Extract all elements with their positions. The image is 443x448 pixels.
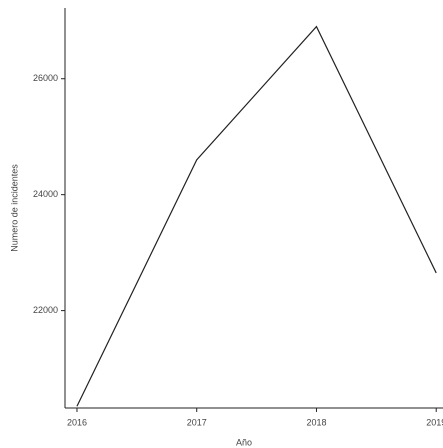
x-tick-label: 2019 [426,417,443,427]
x-tick-label: 2017 [187,417,207,427]
y-axis-label: Numero de incidentes [9,164,19,252]
line-series [76,25,437,407]
x-tick-label: 2016 [67,417,87,427]
y-tick-label: 24000 [33,189,58,199]
x-tick-label: 2018 [306,417,326,427]
x-axis-label: Año [236,437,252,447]
y-tick-label: 22000 [33,305,58,315]
y-tick-label: 26000 [33,73,58,83]
